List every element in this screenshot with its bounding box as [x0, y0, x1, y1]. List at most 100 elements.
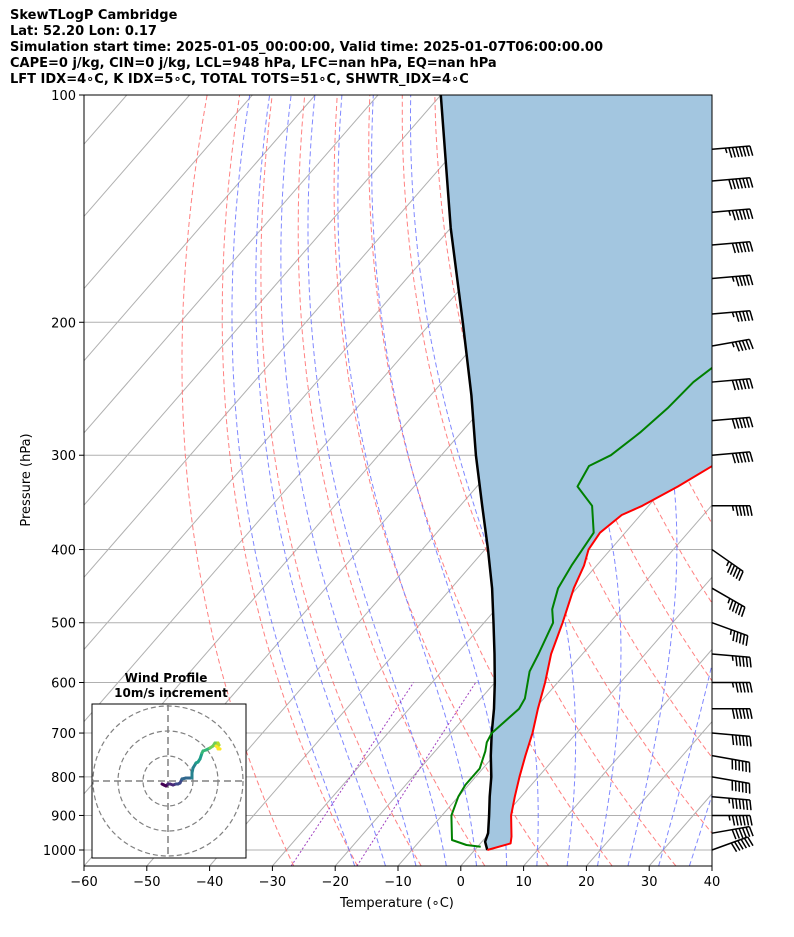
barb-flag	[735, 418, 740, 429]
y-axis-label: Pressure (hPa)	[19, 433, 34, 526]
wind-barb	[711, 274, 754, 287]
barb-flag	[749, 505, 753, 516]
title-indices-1: CAPE=0 j/kg, CIN=0 j/kg, LCL=948 hPa, LF…	[10, 56, 497, 71]
barb-flag	[735, 798, 738, 809]
barb-flag	[748, 826, 754, 837]
barb-flag	[749, 417, 754, 428]
barb-flag	[738, 828, 744, 839]
barb-half-flag	[724, 147, 728, 154]
wind-barb	[711, 825, 754, 840]
y-tick-label: 400	[51, 544, 76, 559]
barb-flag	[743, 837, 751, 848]
barb-flag	[731, 708, 736, 719]
barb-flag	[738, 799, 742, 810]
barb-flag	[735, 146, 740, 158]
barb-flag	[738, 735, 742, 746]
barb-flag	[738, 146, 744, 157]
barb-flag	[745, 826, 751, 837]
moist-adiabat	[337, 95, 477, 866]
isotherm	[84, 95, 442, 506]
barb-flag	[742, 799, 745, 810]
barb-flag	[749, 799, 752, 811]
wind-barb	[711, 208, 754, 221]
barb-flag	[731, 453, 737, 464]
barb-flag	[735, 735, 738, 746]
dry-adiabat	[760, 95, 794, 866]
barb-staff	[711, 548, 744, 573]
barb-flag	[731, 210, 737, 221]
barb-flag	[742, 311, 747, 322]
moist-adiabat	[688, 793, 712, 866]
barb-staff	[711, 653, 750, 659]
wind-barb	[711, 416, 754, 429]
profile-lines	[439, 95, 712, 851]
barb-flag	[742, 656, 745, 667]
barb-flag	[745, 451, 750, 463]
barb-half-flag	[731, 276, 735, 282]
moist-adiabat	[371, 95, 508, 866]
title-indices-2: LFT IDX=4∘C, K IDX=5∘C, TOTAL TOTS=51∘C,…	[10, 72, 469, 87]
barb-flag	[742, 452, 747, 463]
barb-flag	[732, 567, 739, 577]
barb-flag	[745, 417, 750, 428]
y-tick-label: 700	[51, 727, 76, 742]
isotherm	[84, 95, 379, 434]
barb-flag	[735, 708, 739, 719]
mixing-ratio-line	[356, 682, 477, 866]
wind-barb	[711, 587, 746, 618]
barb-flag	[742, 417, 747, 429]
wind-profile-inset: Wind Profile 10m/s increment	[91, 671, 247, 859]
y-tick-label: 500	[51, 617, 76, 632]
moist-adiabat	[231, 95, 356, 866]
barb-flag	[745, 815, 750, 826]
barb-flag	[742, 275, 747, 286]
wind-barbs	[711, 145, 754, 853]
wind-barb	[711, 377, 754, 391]
barb-flag	[742, 178, 747, 189]
barb-flag	[735, 311, 740, 322]
isotherm	[586, 720, 712, 866]
barb-flag	[745, 682, 750, 693]
moist-adiabat	[280, 95, 417, 866]
barb-half-flag	[728, 815, 731, 821]
barb-flag	[738, 633, 742, 644]
barb-flag	[728, 599, 734, 611]
barb-flag	[731, 380, 737, 391]
barb-flag	[731, 147, 737, 158]
barb-flag	[729, 565, 736, 575]
barb-flag	[740, 839, 748, 849]
barb-flag	[742, 735, 745, 746]
wind-barb	[711, 708, 753, 719]
barb-staff	[711, 754, 750, 764]
barb-flag	[738, 505, 743, 516]
x-tick-label: 10	[515, 875, 532, 890]
dry-adiabat	[333, 95, 550, 866]
wind-barb	[711, 754, 751, 773]
barb-flag	[735, 815, 739, 826]
barb-flag	[735, 682, 739, 693]
barb-flag	[731, 178, 737, 190]
x-tick-label: 20	[578, 875, 595, 890]
cape-fill-layer	[440, 95, 712, 850]
barb-half-flag	[731, 682, 735, 688]
mixing-ratio-line	[290, 682, 415, 866]
barb-flag	[749, 145, 754, 156]
barb-flag	[749, 378, 754, 389]
dry-adiabat	[221, 95, 358, 866]
barb-flag	[735, 379, 740, 391]
barb-flag	[738, 452, 744, 463]
wind-barb	[711, 653, 752, 668]
wind-barb	[711, 548, 744, 582]
title-times: Simulation start time: 2025-01-05_00:00:…	[10, 40, 603, 55]
barb-half-flag	[726, 560, 730, 567]
barb-flag	[745, 177, 750, 189]
y-tick-label: 100	[51, 89, 76, 104]
barb-flag	[742, 708, 746, 719]
barb-flag	[738, 275, 744, 287]
x-tick-label: −60	[70, 875, 97, 890]
chart-header: SkewTLogP Cambridge Lat: 52.20 Lon: 0.17…	[10, 8, 603, 88]
parcel-line	[439, 95, 497, 851]
barb-half-flag	[728, 210, 732, 216]
barb-flag	[734, 603, 740, 614]
